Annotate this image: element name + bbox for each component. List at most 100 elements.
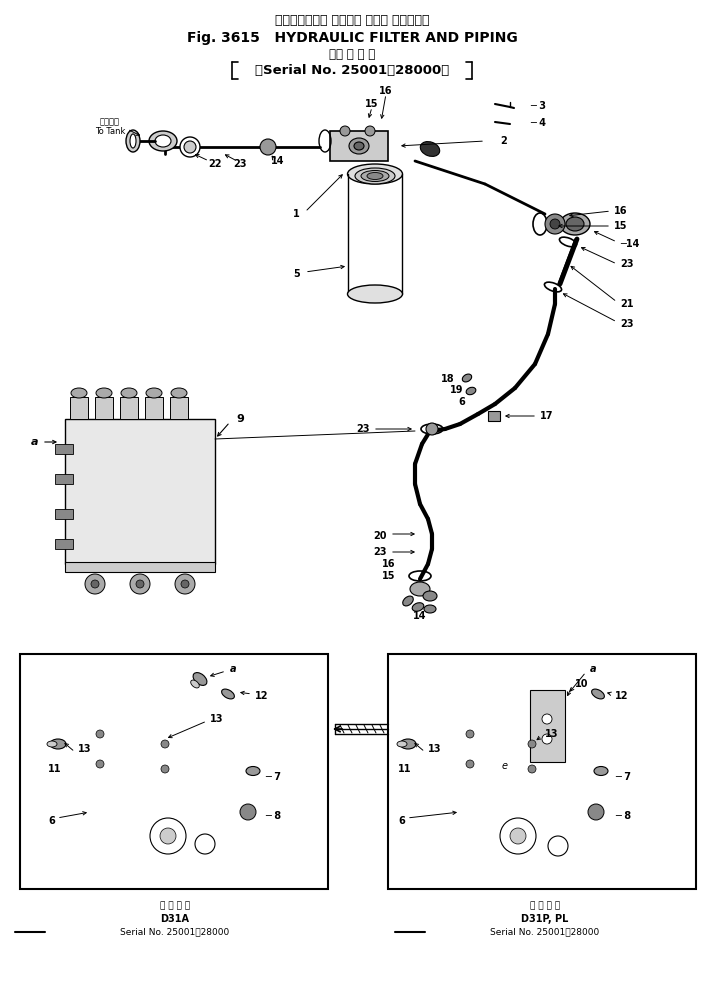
- Ellipse shape: [367, 172, 383, 179]
- Text: 15: 15: [365, 99, 379, 109]
- Ellipse shape: [463, 374, 472, 382]
- Ellipse shape: [423, 591, 437, 601]
- Ellipse shape: [155, 135, 171, 147]
- Circle shape: [466, 760, 474, 768]
- Text: 14: 14: [271, 156, 284, 166]
- Circle shape: [150, 818, 186, 854]
- Ellipse shape: [413, 603, 424, 611]
- Circle shape: [96, 760, 104, 768]
- Ellipse shape: [349, 138, 369, 154]
- Text: ─ 3: ─ 3: [530, 101, 546, 111]
- Circle shape: [545, 214, 565, 234]
- Ellipse shape: [594, 767, 608, 775]
- Ellipse shape: [560, 213, 590, 235]
- Ellipse shape: [96, 388, 112, 398]
- Circle shape: [181, 580, 189, 588]
- Bar: [20, 654, 328, 889]
- Ellipse shape: [361, 170, 389, 181]
- Text: 6: 6: [458, 397, 465, 407]
- Text: Serial No. 25001～28000: Serial No. 25001～28000: [491, 928, 600, 937]
- Bar: [55, 539, 73, 549]
- Text: 20: 20: [374, 531, 387, 541]
- Circle shape: [160, 828, 176, 844]
- Ellipse shape: [71, 388, 87, 398]
- Text: ─14: ─14: [620, 239, 639, 249]
- Text: 23: 23: [620, 259, 634, 269]
- Text: 13: 13: [428, 744, 441, 754]
- Ellipse shape: [566, 217, 584, 231]
- Bar: [145, 397, 163, 419]
- Circle shape: [184, 141, 196, 153]
- Ellipse shape: [354, 142, 364, 150]
- Circle shape: [365, 126, 375, 136]
- Text: 23: 23: [233, 159, 246, 169]
- Circle shape: [161, 740, 169, 748]
- Circle shape: [528, 740, 536, 748]
- Text: 5: 5: [294, 269, 300, 279]
- Ellipse shape: [149, 131, 177, 151]
- Text: D31A: D31A: [161, 914, 189, 924]
- Bar: [65, 419, 215, 564]
- Ellipse shape: [126, 130, 140, 152]
- Text: ─ 7: ─ 7: [615, 772, 631, 782]
- Circle shape: [240, 804, 256, 820]
- Text: 23: 23: [356, 424, 370, 434]
- Bar: [530, 690, 565, 762]
- Text: 23: 23: [374, 547, 387, 557]
- Text: 12: 12: [255, 691, 268, 701]
- Text: a: a: [590, 664, 596, 674]
- Circle shape: [340, 126, 350, 136]
- Circle shape: [180, 137, 200, 157]
- Text: a: a: [230, 664, 237, 674]
- Bar: [95, 397, 113, 419]
- Text: （適 用 号 機: （適 用 号 機: [329, 48, 375, 61]
- Ellipse shape: [397, 741, 407, 747]
- Text: To Tank: To Tank: [95, 128, 125, 137]
- Ellipse shape: [348, 285, 403, 303]
- Circle shape: [588, 804, 604, 820]
- Bar: [70, 397, 88, 419]
- Ellipse shape: [591, 689, 604, 699]
- Ellipse shape: [193, 673, 207, 686]
- Text: 10: 10: [575, 679, 589, 689]
- Text: 16: 16: [382, 559, 395, 569]
- Circle shape: [550, 219, 560, 229]
- Circle shape: [510, 828, 526, 844]
- Text: 1: 1: [294, 209, 300, 219]
- Text: 2: 2: [500, 136, 507, 146]
- Text: D31P, PL: D31P, PL: [522, 914, 569, 924]
- Circle shape: [548, 836, 568, 856]
- Ellipse shape: [348, 164, 403, 184]
- Circle shape: [136, 580, 144, 588]
- Text: 21: 21: [620, 299, 634, 309]
- Text: 13: 13: [210, 714, 223, 724]
- Polygon shape: [90, 689, 115, 819]
- Bar: [388, 654, 696, 889]
- Ellipse shape: [191, 680, 199, 688]
- Bar: [55, 474, 73, 484]
- Circle shape: [466, 730, 474, 738]
- Text: 23: 23: [620, 319, 634, 329]
- Ellipse shape: [466, 388, 476, 395]
- Text: e: e: [502, 761, 508, 771]
- Ellipse shape: [403, 596, 413, 606]
- Ellipse shape: [400, 739, 416, 749]
- Circle shape: [130, 574, 150, 594]
- Text: 16: 16: [614, 206, 627, 216]
- Text: 適 用 号 機: 適 用 号 機: [160, 901, 190, 910]
- Ellipse shape: [410, 582, 430, 596]
- Ellipse shape: [246, 767, 260, 775]
- Text: 13: 13: [545, 729, 558, 739]
- Ellipse shape: [222, 689, 234, 699]
- Text: 6: 6: [398, 816, 406, 826]
- Circle shape: [542, 714, 552, 724]
- Bar: [65, 562, 215, 572]
- Text: 19: 19: [449, 385, 463, 395]
- Circle shape: [542, 734, 552, 744]
- Text: 13: 13: [78, 744, 92, 754]
- Text: タンクへ: タンクへ: [100, 117, 120, 127]
- Text: 11: 11: [49, 764, 62, 774]
- Text: ─ 8: ─ 8: [615, 811, 631, 821]
- Text: 15: 15: [614, 221, 627, 231]
- Text: 11: 11: [398, 764, 412, 774]
